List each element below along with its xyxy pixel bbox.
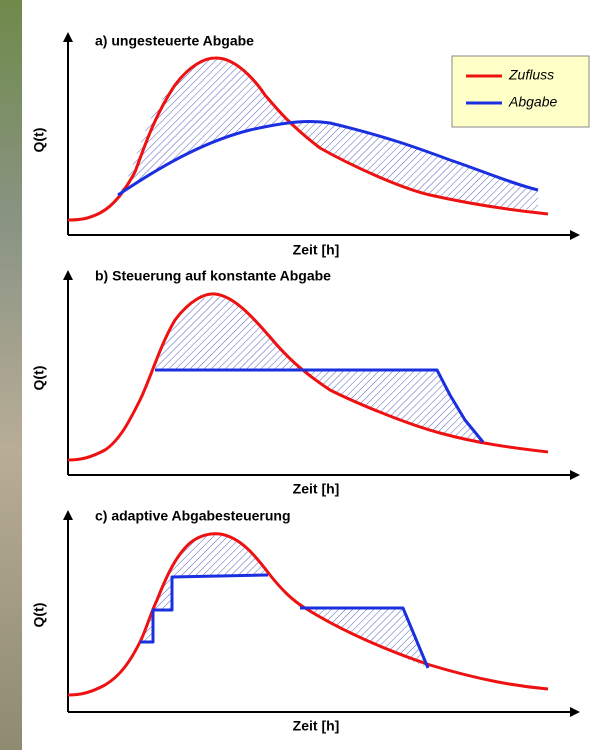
panel-title: b) Steuerung auf konstante Abgabe [95, 268, 331, 284]
page: {"panels": [ {"title": "a) ungesteuerte … [0, 0, 593, 750]
panel-title: c) adaptive Abgabesteuerung [95, 508, 291, 524]
y-axis-label: Q(t) [31, 128, 47, 153]
legend: Zufluss Abgabe [452, 56, 589, 127]
x-axis-label: Zeit [h] [293, 481, 340, 497]
y-axis-label: Q(t) [31, 603, 47, 628]
panel-title: a) ungesteuerte Abgabe [95, 33, 254, 49]
legend-label: Zufluss [508, 67, 554, 83]
diagram: a) ungesteuerte Abgabe Q(t) Zeit [h] Zuf… [0, 0, 593, 750]
x-axis-label: Zeit [h] [293, 242, 340, 258]
y-axis-label: Q(t) [31, 366, 47, 391]
x-axis-label: Zeit [h] [293, 718, 340, 734]
legend-label: Abgabe [508, 94, 557, 110]
